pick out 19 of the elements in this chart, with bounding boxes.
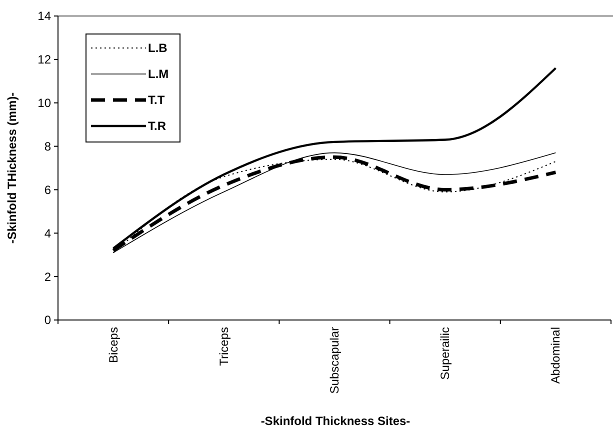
y-tick-label: 14	[38, 9, 52, 24]
y-axis-title: -Skinfold THickness (mm)-	[5, 92, 19, 244]
legend-label: T.T	[148, 93, 166, 108]
legend-label: L.B	[148, 41, 168, 56]
x-tick-label: Biceps	[106, 327, 120, 364]
y-tick-label: 8	[44, 139, 52, 154]
y-tick-label: 6	[44, 182, 52, 197]
y-tick-label: 12	[38, 52, 52, 67]
x-tick-label: Triceps	[216, 327, 231, 366]
x-tick-label: Superailic	[438, 327, 452, 380]
y-tick-label: 2	[44, 270, 52, 284]
y-tick-label: 10	[38, 96, 52, 110]
legend-label: T.R	[148, 119, 166, 134]
x-axis-title: -Skinfold Thickness Sites-	[260, 414, 410, 428]
x-tick-label: Subscapular	[328, 327, 342, 394]
legend-label: L.M	[148, 67, 169, 82]
x-tick-label: Abdominal	[548, 327, 563, 384]
y-tick-label: 0	[44, 313, 52, 328]
y-tick-label: 4	[44, 226, 52, 240]
